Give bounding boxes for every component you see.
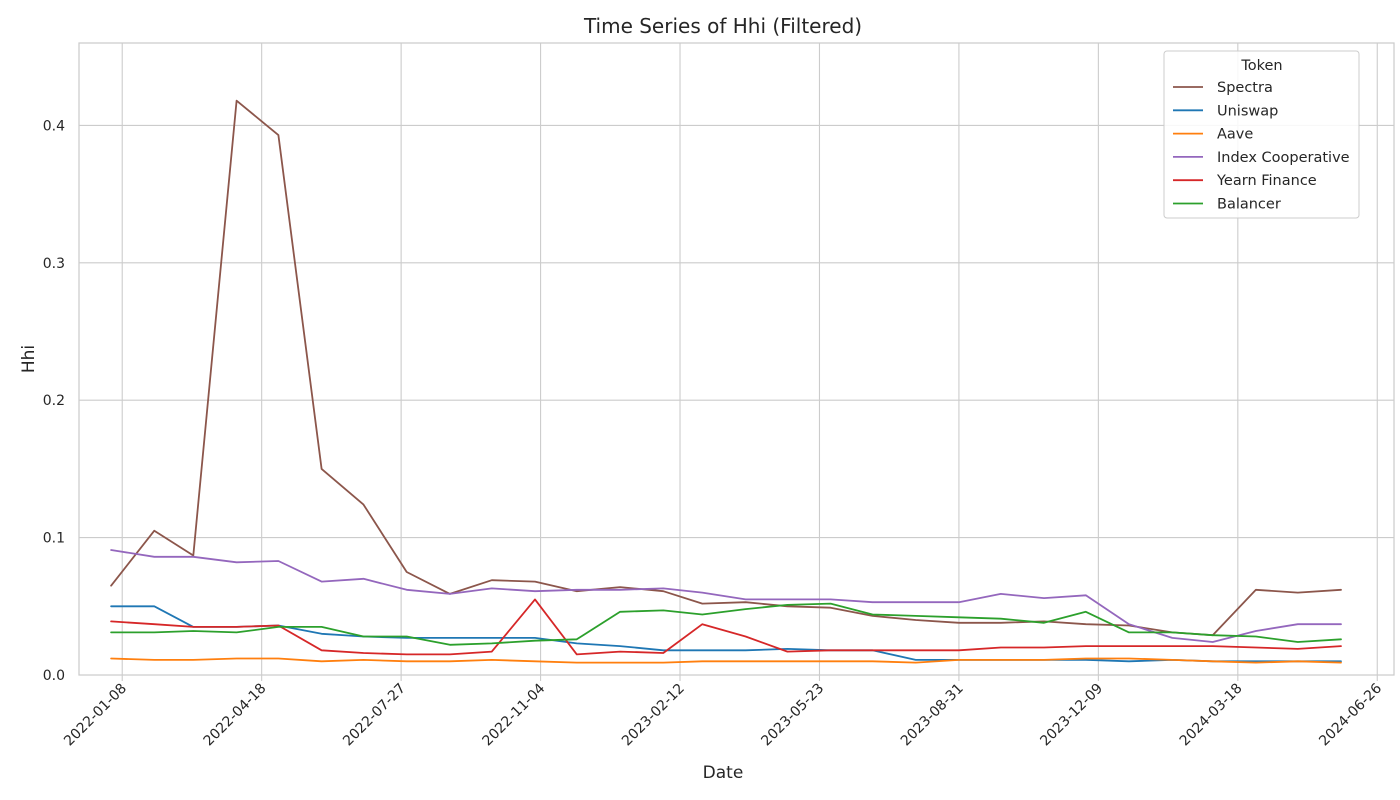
series-line-index-cooperative: [110, 549, 1342, 643]
legend-label: Index Cooperative: [1217, 150, 1350, 166]
y-tick-label: 0.0: [43, 668, 65, 684]
series-line-yearn-finance: [110, 598, 1342, 656]
legend-items: Spectra Uniswap Aave Index Cooperative Yearn…: [1173, 80, 1350, 213]
series-line-balancer: [110, 602, 1342, 646]
x-axis-label: Date: [703, 763, 744, 783]
legend-label: Yearn Finance: [1216, 173, 1317, 189]
plot-frame: [78, 42, 1395, 676]
y-tick-label: 0.3: [43, 256, 65, 272]
y-tick-label: 0.2: [43, 393, 65, 409]
legend-label: Balancer: [1217, 197, 1281, 213]
legend-label: Uniswap: [1217, 103, 1278, 119]
legend-title: Token: [1240, 58, 1282, 74]
series-line-aave: [110, 657, 1342, 664]
series-lines: [110, 99, 1342, 664]
legend-box: [1163, 50, 1360, 219]
legend: Token Spectra Uniswap Aave Index Cooperativ…: [1163, 50, 1360, 219]
legend-label: Aave: [1217, 127, 1253, 143]
legend-label: Spectra: [1217, 80, 1273, 96]
y-tick-labels: 0.0 0.1 0.2 0.3 0.4: [43, 118, 65, 684]
y-tick-label: 0.4: [43, 118, 65, 134]
series-line-uniswap: [110, 605, 1342, 663]
y-axis-label: Hhi: [19, 345, 39, 373]
chart-title: Time Series of Hhi (Filtered): [583, 14, 862, 38]
y-tick-label: 0.1: [43, 531, 65, 547]
